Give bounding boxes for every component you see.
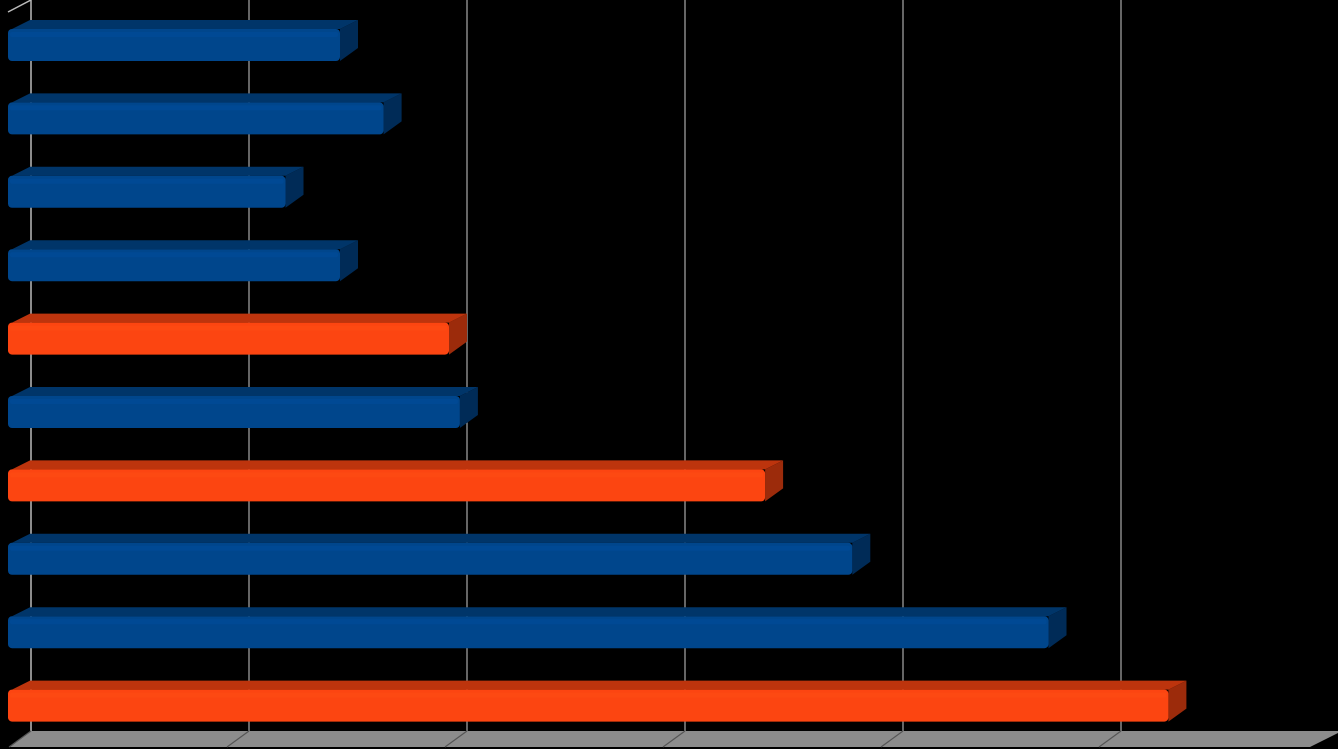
bar-front <box>8 102 384 135</box>
bar <box>8 313 467 355</box>
bar-top <box>12 20 358 29</box>
x-tick <box>444 730 468 748</box>
bar-side <box>459 387 478 428</box>
bar-top <box>12 93 402 103</box>
wall-corner <box>7 0 32 13</box>
bar-shine <box>10 105 382 111</box>
bar-front <box>8 469 766 502</box>
bar-top <box>12 680 1187 690</box>
bar-top <box>12 387 478 396</box>
x-tick <box>8 730 32 748</box>
bar-side <box>852 533 871 575</box>
bar-front <box>8 396 460 428</box>
bar-side <box>1168 680 1187 722</box>
x-tick <box>880 730 904 748</box>
bar-top <box>12 166 304 176</box>
bar-side <box>449 313 467 355</box>
bar-front <box>8 542 853 575</box>
bar-side <box>383 93 402 135</box>
bar-shine <box>10 178 284 184</box>
bar-front <box>8 175 286 208</box>
x-tick <box>1098 730 1122 748</box>
bar-front <box>8 322 449 355</box>
bar <box>8 460 784 502</box>
bar-front <box>8 249 340 282</box>
bar-front <box>8 689 1169 722</box>
bar-top <box>12 533 871 543</box>
bar-top <box>12 240 358 250</box>
bar <box>8 607 1067 649</box>
bar-front <box>8 616 1049 649</box>
bar-shine <box>10 325 447 331</box>
x-tick <box>226 730 250 748</box>
bar-top <box>12 460 784 470</box>
bar-side <box>1048 607 1067 649</box>
bar-shine <box>10 545 851 551</box>
bar-side <box>340 20 358 61</box>
bar <box>8 533 871 575</box>
bar-shine <box>10 472 764 478</box>
bar <box>8 93 402 135</box>
bar-shine <box>10 692 1167 698</box>
bar-side <box>340 240 358 282</box>
bar-side <box>765 460 784 502</box>
bar-shine <box>10 32 338 37</box>
bar-shine <box>10 399 458 404</box>
bar-shine <box>10 252 338 258</box>
bar-front <box>8 29 340 61</box>
bar-side <box>285 166 304 208</box>
bar <box>8 20 358 61</box>
bar-top <box>12 607 1067 617</box>
bar <box>8 166 304 208</box>
bar-shine <box>10 619 1047 625</box>
bar <box>8 240 358 282</box>
bar <box>8 387 478 428</box>
bar <box>8 680 1187 722</box>
x-tick <box>662 730 686 748</box>
bar-top <box>12 313 467 323</box>
